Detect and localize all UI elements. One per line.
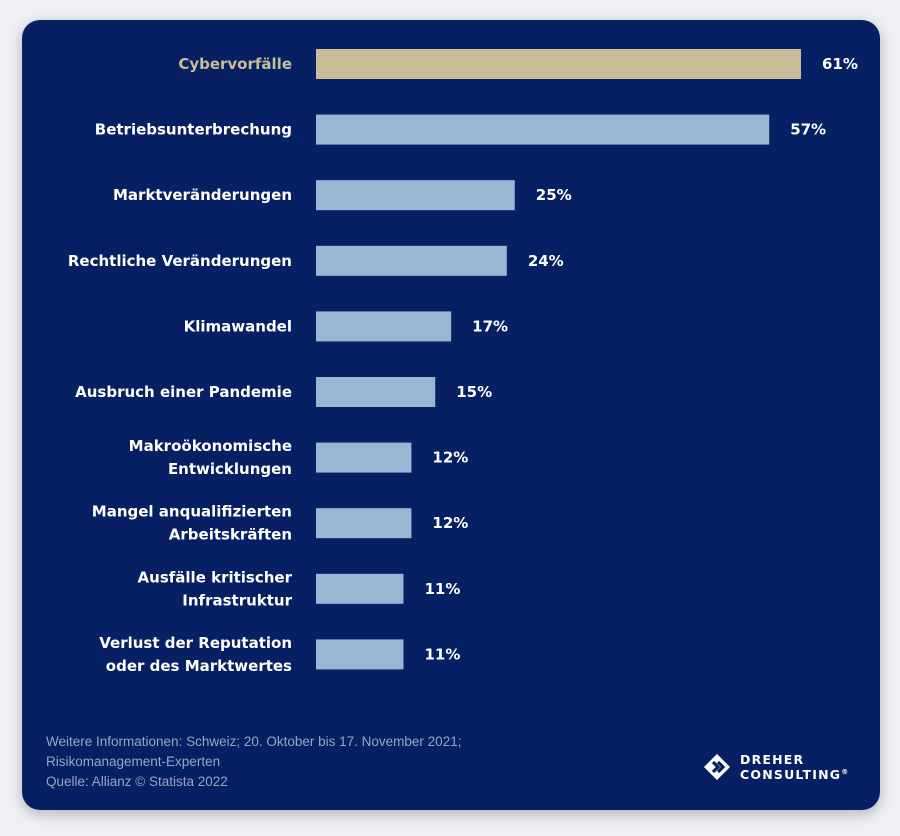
value-label-8: 11% — [424, 580, 460, 598]
category-label-5: Ausbruch einer Pandemie — [75, 383, 292, 401]
footnote-info: Weitere Informationen: Schweiz; 20. Okto… — [46, 734, 462, 749]
category-label-7: Mangel anqualifizierten Arbeitskräften — [92, 503, 292, 544]
dreher-consulting-logo: DREHER CONSULTING® — [702, 752, 849, 782]
category-label-line: Entwicklungen — [168, 460, 292, 478]
category-label-line: Cybervorfälle — [178, 55, 292, 73]
footnote: Weitere Informationen: Schweiz; 20. Okto… — [46, 732, 461, 792]
category-label-line: Mangel anqualifizierten — [92, 503, 292, 521]
category-label-0: Cybervorfälle — [178, 55, 292, 73]
bar-5 — [316, 377, 436, 407]
value-label-1: 57% — [790, 121, 826, 139]
category-label-2: Marktveränderungen — [113, 186, 292, 204]
bar-3 — [316, 245, 507, 276]
category-label-line: Klimawandel — [184, 317, 292, 335]
category-label-line: Arbeitskräften — [169, 526, 292, 544]
value-label-6: 12% — [432, 449, 468, 467]
footnote-source: Quelle: Allianz © Statista 2022 — [46, 774, 228, 789]
bar-8 — [316, 573, 404, 604]
category-label-line: oder des Marktwertes — [106, 657, 292, 675]
bar-9 — [316, 639, 404, 670]
category-label-line: Makroökonomische — [129, 437, 292, 455]
logo-text-consulting: CONSULTING — [740, 767, 842, 783]
category-label-line: Verlust der Reputation — [99, 634, 292, 652]
category-label-9: Verlust der Reputation oder des Marktwert… — [99, 634, 292, 675]
category-label-6: Makroökonomische Entwicklungen — [129, 437, 292, 478]
registered-mark: ® — [841, 767, 850, 776]
category-label-line: Marktveränderungen — [113, 186, 292, 204]
value-label-7: 12% — [432, 514, 468, 532]
bar-4 — [316, 311, 452, 342]
category-label-line: Infrastruktur — [182, 591, 292, 609]
bar-7 — [316, 508, 412, 539]
chart-card: 61% Cybervorfälle 57% Betriebsunterbrechung… — [22, 20, 880, 810]
bar-6 — [316, 442, 412, 473]
bar-1 — [316, 114, 770, 145]
category-label-line: Betriebsunterbrechung — [95, 121, 292, 139]
category-label-line: Ausbruch einer Pandemie — [75, 383, 292, 401]
value-label-0: 61% — [822, 55, 858, 73]
category-label-3: Rechtliche Veränderungen — [68, 252, 292, 270]
value-label-9: 11% — [424, 645, 460, 663]
category-label-1: Betriebsunterbrechung — [95, 121, 292, 139]
value-label-2: 25% — [536, 186, 572, 204]
category-label-line: Rechtliche Veränderungen — [68, 252, 292, 270]
category-label-8: Ausfälle kritischer Infrastruktur — [138, 568, 293, 609]
bar-chart: 61% Cybervorfälle 57% Betriebsunterbrechung… — [68, 49, 858, 675]
category-label-4: Klimawandel — [184, 317, 292, 335]
diamond-logo-icon — [704, 754, 730, 780]
bar-2 — [316, 180, 515, 211]
value-label-5: 15% — [456, 383, 492, 401]
value-label-3: 24% — [528, 252, 564, 270]
category-label-line: Ausfälle kritischer — [138, 568, 293, 586]
footnote-experts: Risikomanagement-Experten — [46, 754, 221, 769]
bar-0 — [316, 49, 801, 79]
logo-text-dreher: DREHER — [740, 751, 805, 767]
value-label-4: 17% — [472, 317, 508, 335]
